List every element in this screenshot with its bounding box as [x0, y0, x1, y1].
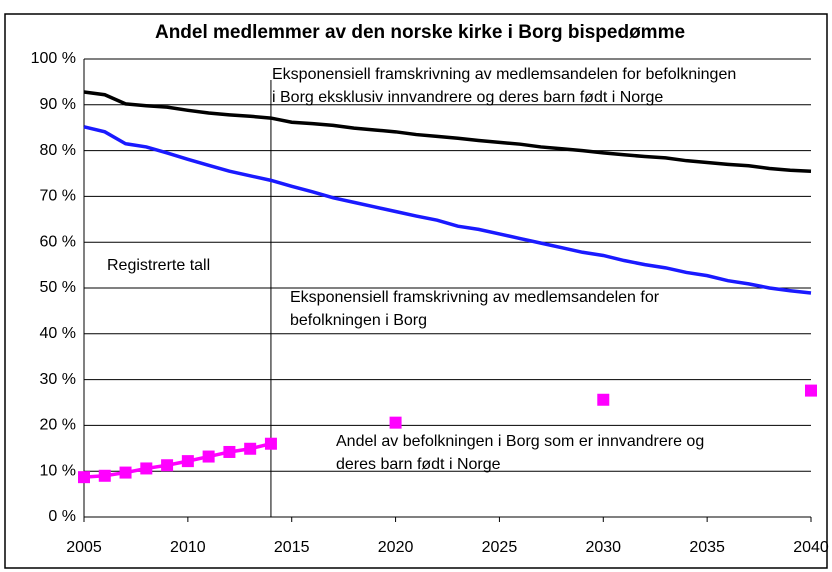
marker: [264, 437, 277, 450]
x-tick-label: 2030: [585, 539, 621, 556]
annotation: befolkningen i Borg: [290, 312, 427, 329]
marker: [119, 466, 132, 479]
marker: [140, 462, 153, 475]
y-tick-label: 20 %: [40, 417, 76, 434]
y-tick-label: 100 %: [31, 50, 76, 67]
marker: [389, 416, 402, 429]
annotation: deres barn født i Norge: [336, 456, 501, 473]
y-tick-label: 60 %: [40, 233, 76, 250]
marker: [223, 445, 236, 458]
annotation: Eksponensiell framskrivning av medlemsan…: [290, 289, 660, 306]
annotation: Registrerte tall: [107, 257, 210, 274]
x-tick-label: 2035: [689, 539, 725, 556]
marker: [244, 442, 257, 455]
marker: [161, 459, 174, 472]
series-line: [83, 442, 272, 479]
y-tick-label: 90 %: [40, 96, 76, 113]
x-tick-label: 2005: [66, 539, 102, 556]
series-line: [83, 125, 812, 295]
annotation: Eksponensiell framskrivning av medlemsan…: [272, 66, 736, 83]
marker: [805, 384, 817, 397]
y-tick-label: 40 %: [40, 325, 76, 342]
y-tick-label: 30 %: [40, 371, 76, 388]
marker: [202, 450, 215, 463]
x-tick-label: 2040: [793, 539, 829, 556]
y-tick-label: 0 %: [48, 508, 76, 525]
marker: [98, 469, 111, 482]
x-tick-label: 2015: [274, 539, 310, 556]
y-tick-label: 80 %: [40, 142, 76, 159]
x-tick-label: 2025: [482, 539, 518, 556]
marker: [78, 471, 90, 484]
x-tick-label: 2020: [378, 539, 414, 556]
marker: [597, 393, 610, 406]
chart-title: Andel medlemmer av den norske kirke i Bo…: [155, 22, 685, 43]
annotation: Andel av befolkningen i Borg som er innv…: [336, 433, 704, 450]
series-line: [83, 90, 812, 173]
x-tick-label: 2010: [170, 539, 206, 556]
y-tick-label: 50 %: [40, 279, 76, 296]
marker: [181, 455, 194, 468]
y-tick-label: 70 %: [40, 188, 76, 205]
annotation: i Borg eksklusiv innvandrere og deres ba…: [272, 89, 663, 106]
y-tick-label: 10 %: [40, 462, 76, 479]
